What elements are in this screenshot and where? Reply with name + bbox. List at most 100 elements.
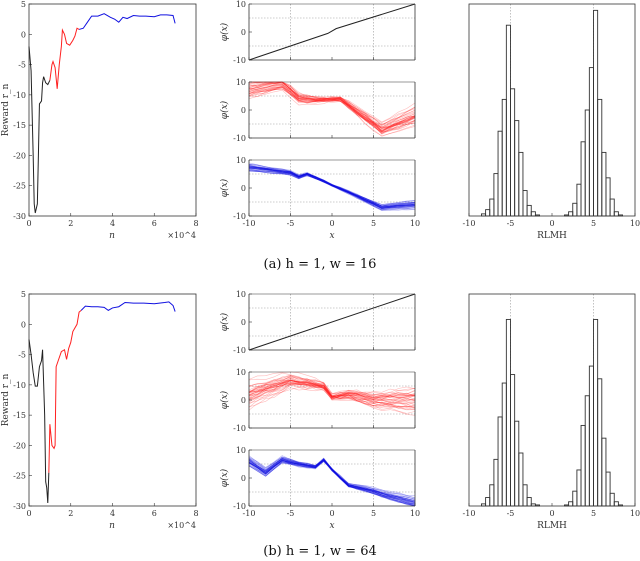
phi-b-final-curve [248, 458, 416, 498]
phi-b-final-curve [248, 455, 416, 503]
phi-b-middle-curve [248, 383, 416, 401]
reward-b-xlabel: n [109, 521, 115, 531]
phi-b-middle-curve [248, 383, 416, 405]
reward-a-ytick-label: -15 [13, 121, 26, 130]
phi-b-middle-curve [248, 374, 416, 398]
phi-b-middle-curve [248, 376, 416, 396]
hist-b-bar [605, 471, 611, 507]
phi-a-final-curve [248, 164, 416, 210]
hist-a-xlabel: RLMH [537, 231, 567, 241]
reward-a-ytick-label: -20 [13, 151, 26, 160]
phi-a-final-curve [248, 165, 416, 208]
phi-a-final-curve [248, 165, 416, 211]
reward-b-ytick-label: -10 [13, 381, 26, 390]
phi-a-final-curve [248, 169, 416, 209]
reward-b-ytick-label: -15 [13, 411, 26, 420]
hist-a-xtick-label: 0 [549, 219, 554, 228]
reward-a-ytick-label: -5 [18, 61, 26, 70]
phi-a-0-ytick-label: 0 [241, 28, 246, 37]
hist-b-bar [597, 378, 603, 507]
phi-a-middle-curve [248, 82, 416, 123]
phi-a-final-curve [248, 166, 416, 205]
phi-b-final-curve [248, 461, 416, 502]
phi-b-xlabel: x [329, 521, 334, 531]
phi-a-final-curve [248, 168, 416, 207]
reward-a-series-middle [49, 27, 80, 89]
phi-a-final-curve [248, 167, 416, 209]
phi-a-final-curve [248, 166, 416, 207]
phi-a-final-curve [248, 166, 416, 207]
phi-b-middle-curve [248, 378, 416, 414]
phi-a-middle-curve [248, 81, 416, 125]
phi-b-middle-curve [248, 375, 416, 397]
phi-b-final-curve [248, 459, 416, 505]
hist-a-bar [510, 88, 516, 217]
phi-b-middle-curve [248, 384, 416, 404]
phi-b-final-curve [248, 459, 416, 507]
reward-b-xtick-label: 2 [68, 509, 73, 518]
phi-b-middle-curve [248, 380, 416, 400]
phi-a-middle-curve [248, 88, 416, 133]
phi-a-final-curve [248, 162, 416, 208]
reward-a-ytick-label: -30 [13, 212, 26, 221]
reward-b-xtick-label: 0 [26, 509, 31, 518]
phi-a-xlabel: x [329, 231, 334, 241]
reward-a-xtick-label: 6 [152, 219, 157, 228]
phi-b-ylabel: φ(x) [219, 390, 230, 409]
phi-a-final-curve [248, 167, 416, 211]
reward-a-ytick-label: 5 [21, 0, 26, 9]
hist-b-bar [501, 382, 507, 507]
reward-b-xtick-label: 8 [193, 509, 198, 518]
reward-a-xtick-label: 2 [68, 219, 73, 228]
phi-b-final-curve [248, 460, 416, 507]
phi-a-1-ytick-label: 0 [241, 106, 246, 115]
reward-b-series-final [80, 301, 176, 312]
hist-b-bar [510, 374, 516, 507]
phi-a-ylabel: φ(x) [219, 178, 230, 197]
hist-b-bar [584, 395, 590, 507]
hist-a-bar [526, 204, 532, 217]
phi-a-ylabel: φ(x) [219, 22, 230, 41]
reward-a-xtick-label: 8 [193, 219, 198, 228]
phi-b-final-curve [248, 457, 416, 506]
phi-a-final-curve [248, 167, 416, 210]
phi-b-middle-curve [248, 386, 416, 408]
phi-a-middle-curve [248, 86, 416, 131]
phi-b-2-ytick-label: 10 [236, 446, 246, 455]
phi-b-middle-curve [248, 382, 416, 409]
hist-a-bar [489, 198, 495, 217]
phi-b-middle-curve [248, 380, 416, 399]
phi-b-1-ytick-label: -10 [233, 424, 246, 433]
reward-a-series-initial [28, 46, 51, 214]
hist-b-bar [485, 497, 491, 507]
hist-a-bar [597, 98, 603, 217]
phi-a-final-curve [248, 169, 416, 209]
phi-b-2-xtick-label: 5 [371, 509, 376, 518]
phi-a-2-ytick-label: 0 [241, 184, 246, 193]
hist-a-bar [501, 98, 507, 217]
reward-a-ytick-label: -10 [13, 91, 26, 100]
reward-b-xtick-label: 4 [110, 509, 115, 518]
phi-a-middle-curve [248, 85, 416, 137]
phi-a-final-curve [248, 164, 416, 208]
hist-a-bar [497, 130, 503, 217]
phi-b-middle-curve [248, 380, 416, 400]
phi-a-middle-curve [248, 82, 416, 132]
hist-b-bar [493, 458, 499, 507]
reward-a-x-multiplier: ×10^4 [167, 231, 196, 240]
phi-b-final-curve [248, 455, 416, 504]
hist-a-xtick-label: -5 [507, 219, 515, 228]
phi-a-final-curve [248, 166, 416, 205]
phi-b-middle-curve [248, 372, 416, 402]
phi-a-1-ytick-label: 10 [236, 78, 246, 87]
phi-a-final-curve [248, 164, 416, 209]
phi-b-ylabel: φ(x) [219, 468, 230, 487]
phi-b-final-curve [248, 459, 416, 507]
phi-a-final-curve [248, 170, 416, 207]
hist-b-xtick-label: -10 [463, 509, 476, 518]
phi-b-final-curve [248, 458, 416, 506]
phi-b-final-curve [248, 456, 416, 504]
phi-b-final-curve [248, 459, 416, 502]
phi-a-2-xtick-label: -10 [243, 219, 256, 228]
